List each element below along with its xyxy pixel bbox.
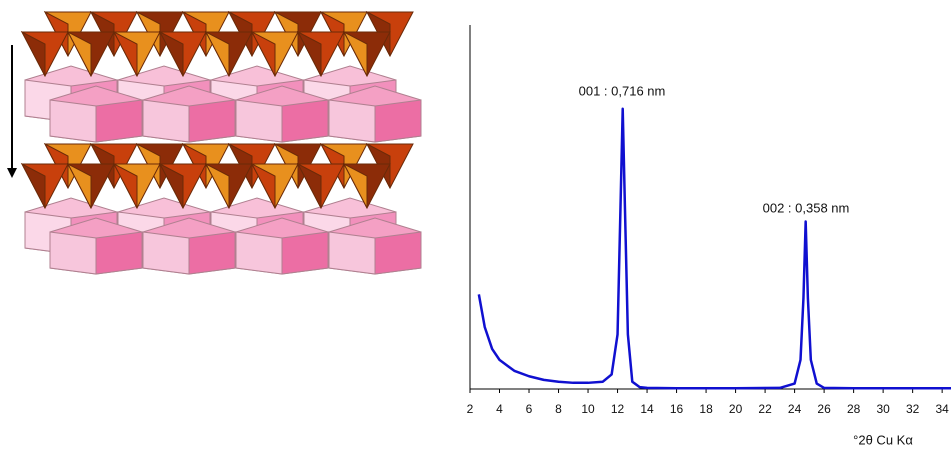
tetrahedron-face <box>20 30 46 77</box>
octahedron-face <box>374 231 422 275</box>
tetrahedron-face <box>112 162 138 209</box>
x-tick-label: 26 <box>817 402 831 416</box>
octahedron-face <box>49 99 97 143</box>
tetrahedron-face <box>250 162 276 209</box>
x-tick-label: 4 <box>496 402 503 416</box>
x-tick-label: 18 <box>699 402 713 416</box>
x-tick-label: 10 <box>581 402 595 416</box>
octahedron-face <box>374 99 422 143</box>
tetrahedron-face <box>204 162 230 209</box>
tetrahedron-face <box>342 30 368 77</box>
peak-annotation: 002 : 0,358 nm <box>763 200 850 215</box>
tetrahedron-face <box>296 162 322 209</box>
tetrahedron-face <box>66 162 92 209</box>
octahedron-face <box>328 231 376 275</box>
octahedron-face <box>328 99 376 143</box>
octahedron-face <box>142 99 190 143</box>
tetrahedron-face <box>20 162 46 209</box>
tetrahedron-face <box>158 162 184 209</box>
xrd-pattern <box>477 107 951 390</box>
x-tick-label: 30 <box>876 402 890 416</box>
octahedron-face <box>49 231 97 275</box>
octahedron-face <box>235 231 283 275</box>
x-tick-label: 6 <box>526 402 533 416</box>
tetrahedron-face <box>204 30 230 77</box>
crystal-structure <box>20 10 422 275</box>
octahedron-face <box>281 99 329 143</box>
tetrahedron-face <box>66 30 92 77</box>
octahedron-face <box>235 99 283 143</box>
x-tick-label: 28 <box>847 402 861 416</box>
octahedron-face <box>95 99 143 143</box>
tetrahedron-face <box>112 30 138 77</box>
x-axis-label: °2θ Cu Kα <box>853 432 913 447</box>
peak-annotation: 001 : 0,716 nm <box>579 83 666 98</box>
tetrahedron-face <box>342 162 368 209</box>
arrow-head <box>7 168 17 178</box>
tetrahedron-face <box>296 30 322 77</box>
octahedron-face <box>281 231 329 275</box>
x-tick-label: 34 <box>935 402 949 416</box>
x-tick-label: 22 <box>758 402 772 416</box>
x-tick-label: 32 <box>906 402 920 416</box>
x-tick-label: 8 <box>555 402 562 416</box>
x-tick-label: 24 <box>788 402 802 416</box>
octahedron-face <box>188 231 236 275</box>
x-tick-label: 12 <box>611 402 625 416</box>
octahedron-face <box>95 231 143 275</box>
tetrahedron-face <box>158 30 184 77</box>
octahedron-face <box>188 99 236 143</box>
tetrahedron-face <box>250 30 276 77</box>
x-tick-label: 20 <box>729 402 743 416</box>
x-tick-label: 14 <box>640 402 654 416</box>
octahedron-face <box>142 231 190 275</box>
x-tick-label: 2 <box>467 402 474 416</box>
x-tick-label: 16 <box>670 402 684 416</box>
